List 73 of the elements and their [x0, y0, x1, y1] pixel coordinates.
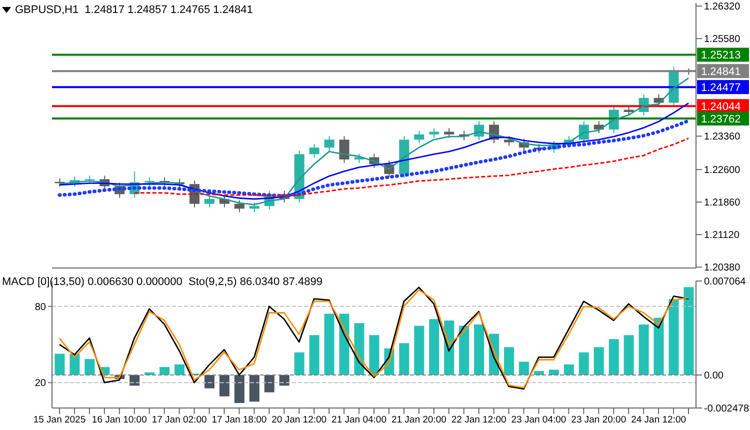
bar	[548, 370, 559, 376]
bar	[474, 324, 484, 376]
bar	[429, 319, 440, 376]
y-tick-label: 1.21120	[704, 230, 740, 242]
ref-line-label: 1.25213	[701, 50, 741, 62]
ref-line-label: 1.23762	[701, 113, 741, 126]
bar	[504, 347, 514, 376]
x-tick-label: 20 Jan 12:00	[272, 414, 327, 426]
y-tick-label: 0.007064	[704, 276, 746, 288]
bar	[160, 367, 170, 376]
candlestick	[324, 136, 334, 152]
x-tick-label: 15 Jan 2025	[33, 414, 86, 426]
bar	[294, 352, 304, 376]
y-tick-label: 1.21860	[704, 198, 741, 209]
bar	[369, 335, 380, 376]
bar	[668, 299, 679, 376]
candlestick	[504, 136, 514, 146]
bar	[249, 375, 260, 402]
candlestick	[204, 194, 214, 208]
x-tick-label: 23 Jan 04:00	[511, 414, 566, 426]
candlestick	[444, 128, 454, 138]
y-tick-label: 1.26320	[704, 2, 741, 13]
x-tick-label: 17 Jan 18:00	[212, 414, 267, 426]
y-tick-label: 1.20380	[704, 262, 741, 274]
x-tick-label: 16 Jan 10:00	[92, 414, 147, 426]
x-tick-label: 24 Jan 12:00	[631, 414, 686, 426]
bar	[219, 375, 230, 396]
candlestick	[339, 136, 350, 164]
y-tick-label: 0.00	[704, 370, 724, 382]
bar	[534, 371, 544, 376]
y2-tick-label: 20	[34, 378, 46, 390]
chart-title: GBPUSD,H1 1.24817 1.24857 1.24765 1.24841	[15, 4, 253, 16]
bar	[234, 375, 244, 403]
bar	[174, 364, 185, 376]
bar	[578, 352, 589, 376]
ref-line-label: 1.24477	[701, 82, 741, 94]
bar	[624, 335, 634, 376]
x-tick-label: 21 Jan 20:00	[391, 414, 446, 426]
bar	[309, 335, 320, 376]
candlestick	[414, 130, 424, 144]
bar	[84, 359, 95, 376]
y2-tick-label: 80	[34, 302, 46, 313]
bar	[54, 354, 65, 376]
candlestick	[249, 202, 260, 213]
bar	[414, 326, 424, 376]
bar	[459, 326, 470, 376]
y-tick-label: 1.22600	[704, 165, 741, 176]
bar	[204, 375, 214, 388]
bar	[324, 314, 334, 376]
candlestick	[234, 200, 244, 213]
x-tick-label: 17 Jan 02:00	[152, 414, 207, 426]
bar	[564, 364, 574, 376]
candlestick	[578, 120, 589, 144]
bar	[594, 347, 604, 376]
y-tick-label: 1.23360	[704, 132, 741, 143]
y-tick-label: 1.25580	[704, 34, 741, 46]
x-tick-label: 21 Jan 04:00	[332, 414, 386, 426]
x-tick-label: 23 Jan 20:00	[571, 414, 626, 426]
candlestick	[429, 128, 440, 138]
bar	[654, 318, 664, 376]
bar	[518, 362, 529, 376]
y-tick-label: -0.002478	[704, 404, 750, 415]
bar	[684, 287, 694, 376]
bar	[399, 343, 410, 376]
x-tick-label: 22 Jan 12:00	[451, 414, 506, 426]
bar	[638, 324, 649, 376]
bar	[70, 354, 80, 376]
bar	[608, 339, 619, 376]
ref-line-label: 1.24841	[701, 66, 741, 78]
bar	[264, 375, 274, 392]
chart-title: MACD [0](13,50) 0.006630 0.000000 Sto(9,2,5) 86.0340 87.4899	[2, 276, 322, 288]
candlestick	[309, 144, 320, 158]
ref-line-label: 1.24044	[701, 101, 741, 114]
